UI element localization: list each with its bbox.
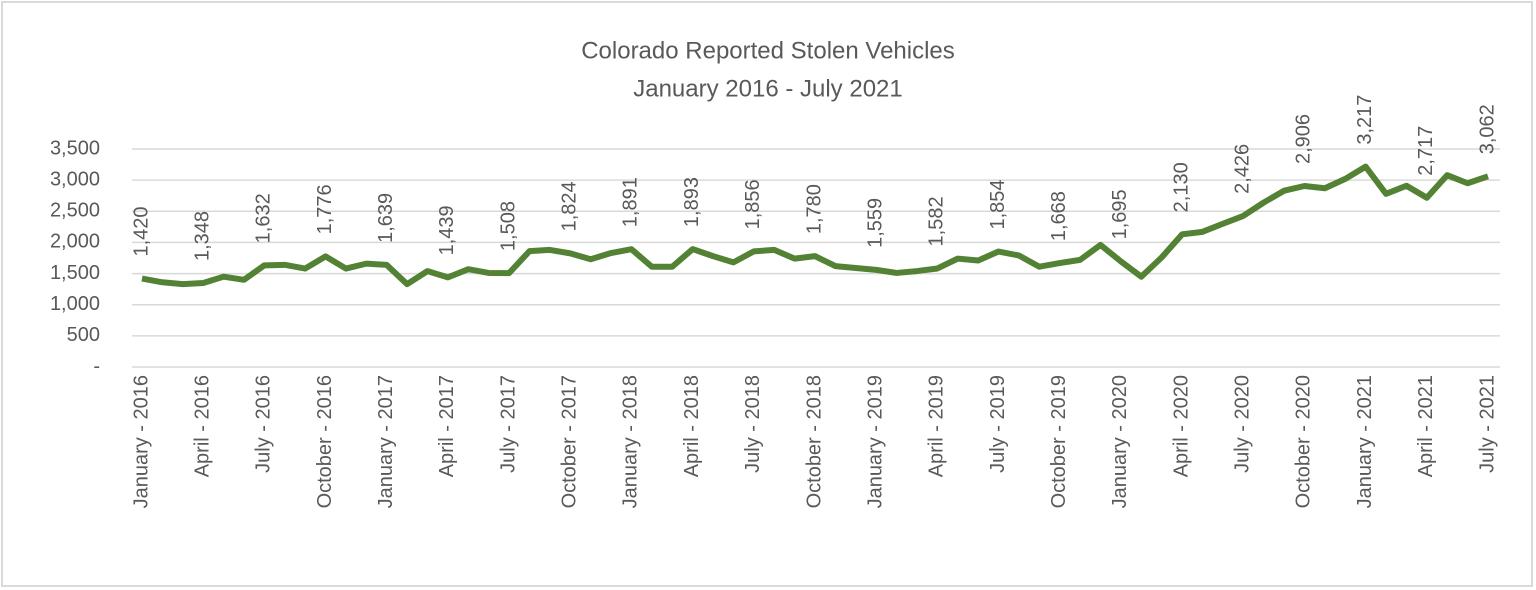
data-label: 2,906: [1293, 114, 1315, 164]
x-tick-label: April - 2018: [681, 375, 703, 477]
x-tick-label: April - 2017: [436, 375, 458, 477]
data-label: 1,891: [620, 177, 642, 227]
y-tick-label: 1,000: [50, 293, 100, 315]
data-label: 1,856: [742, 179, 764, 229]
data-label: 1,824: [559, 181, 581, 231]
x-tick-label: October - 2019: [1048, 375, 1070, 508]
data-label: 1,695: [1109, 189, 1131, 239]
x-tick-label: July - 2017: [497, 375, 519, 473]
x-tick-label: April - 2020: [1170, 375, 1192, 477]
y-tick-label: -: [93, 355, 100, 377]
x-tick-label: January - 2016: [130, 375, 152, 508]
y-tick-label: 3,000: [50, 168, 100, 190]
y-tick-label: 2,500: [50, 200, 100, 222]
data-label: 1,559: [864, 198, 886, 248]
x-tick-label: October - 2016: [314, 375, 336, 508]
x-tick-label: April - 2019: [926, 375, 948, 477]
x-tick-label: July - 2020: [1232, 375, 1254, 473]
x-tick-label: January - 2018: [620, 375, 642, 508]
x-tick-label: January - 2020: [1109, 375, 1131, 508]
x-tick-label: January - 2019: [864, 375, 886, 508]
x-tick-label: July - 2016: [253, 375, 275, 473]
x-tick-label: July - 2019: [987, 375, 1009, 473]
x-tick-label: October - 2020: [1293, 375, 1315, 508]
data-label: 1,893: [681, 177, 703, 227]
y-tick-label: 500: [67, 324, 100, 346]
data-label: 3,217: [1354, 95, 1376, 145]
data-label: 1,854: [987, 179, 1009, 229]
data-label: 1,668: [1048, 191, 1070, 241]
y-tick-label: 1,500: [50, 262, 100, 284]
x-tick-label: October - 2018: [803, 375, 825, 508]
chart-title: Colorado Reported Stolen Vehicles: [581, 37, 955, 64]
data-label: 1,508: [497, 201, 519, 251]
x-tick-label: July - 2018: [742, 375, 764, 473]
data-label: 2,717: [1415, 126, 1437, 176]
series-line: [141, 163, 1489, 288]
data-label: 1,582: [926, 196, 948, 246]
x-tick-label: January - 2021: [1354, 375, 1376, 508]
x-tick-label: October - 2017: [559, 375, 581, 508]
data-label: 1,348: [191, 211, 213, 261]
data-label: 1,420: [130, 206, 152, 256]
chart-subtitle: January 2016 - July 2021: [633, 75, 903, 102]
data-label: 3,062: [1476, 104, 1498, 154]
x-tick-label: April - 2016: [191, 375, 213, 477]
x-tick-label: July - 2021: [1476, 375, 1498, 473]
data-label: 1,639: [375, 193, 397, 243]
data-label: 1,439: [436, 205, 458, 255]
data-label: 2,426: [1232, 144, 1254, 194]
data-label: 1,776: [314, 184, 336, 234]
data-label: 2,130: [1170, 162, 1192, 212]
x-tick-label: January - 2017: [375, 375, 397, 508]
y-tick-label: 3,500: [50, 137, 100, 159]
data-label: 1,780: [803, 184, 825, 234]
y-tick-label: 2,000: [50, 231, 100, 253]
data-label: 1,632: [253, 193, 275, 243]
x-tick-label: April - 2021: [1415, 375, 1437, 477]
